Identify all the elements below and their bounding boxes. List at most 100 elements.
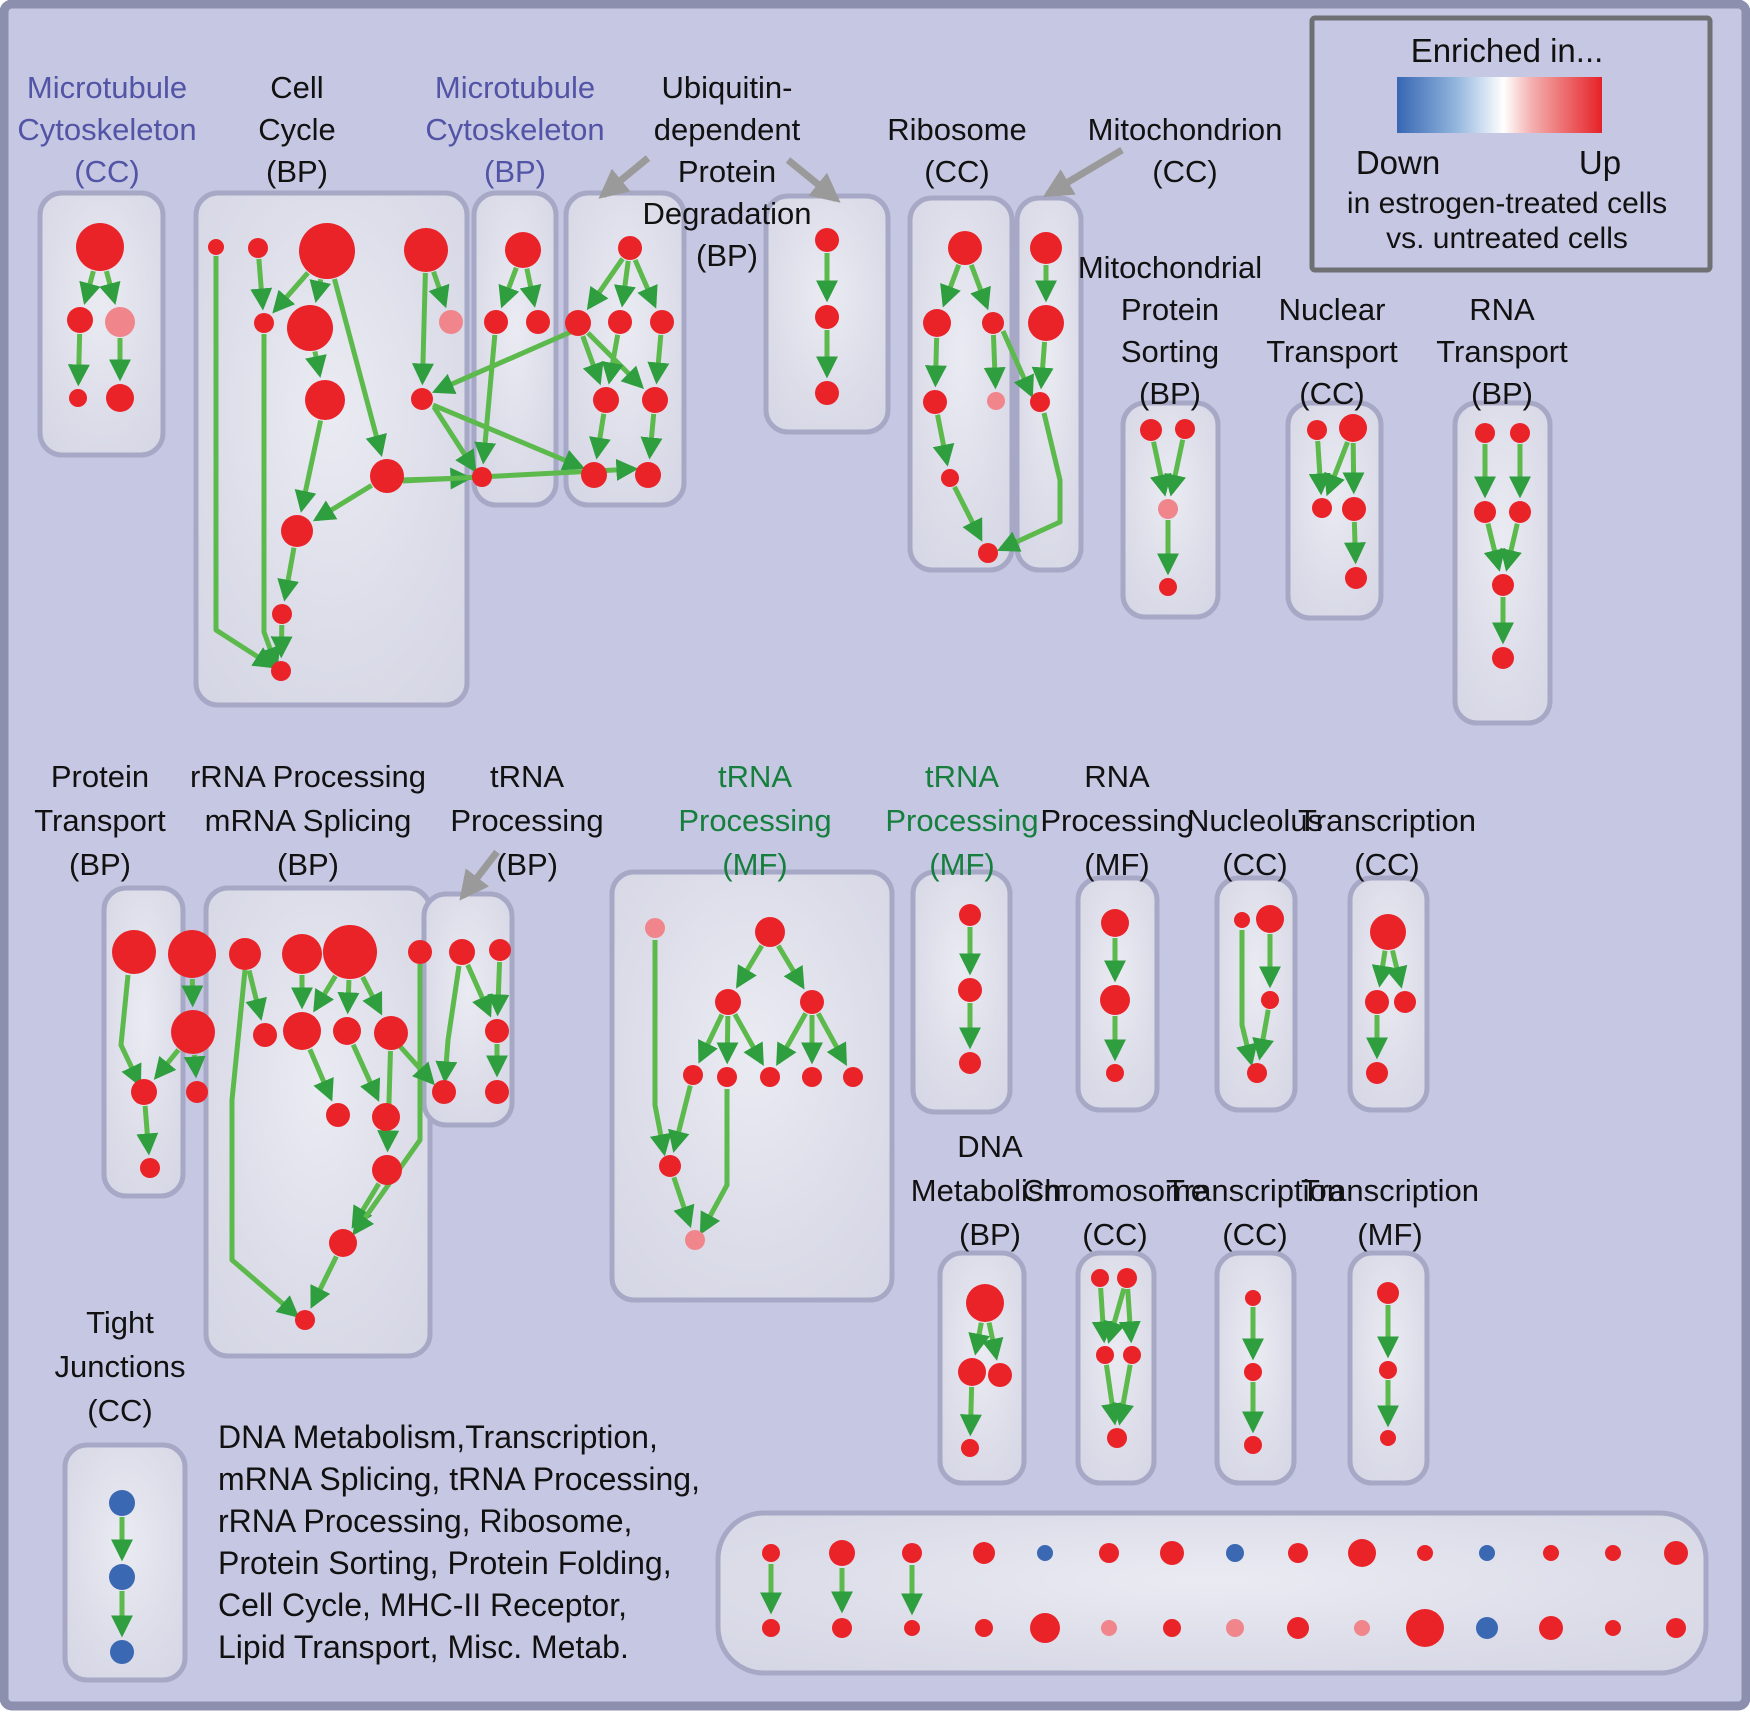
- relation-arrow: [312, 483, 373, 522]
- microtubule-cytoskeleton-bp-label: (BP): [484, 154, 546, 189]
- legend-subtitle-line2: vs. untreated cells: [1386, 222, 1628, 255]
- go-term-node: [1101, 1620, 1117, 1636]
- go-term-node: [109, 1564, 135, 1590]
- tight-junctions-cc-label: (CC): [87, 1393, 152, 1428]
- relation-arrow: [952, 485, 983, 542]
- go-term-node: [988, 1363, 1012, 1387]
- misc-terms-text-line: DNA Metabolism,Transcription,: [218, 1419, 658, 1455]
- relation-arrow: [983, 334, 1006, 390]
- protein-transport-bp-label: (BP): [69, 847, 131, 882]
- relation-arrow: [411, 272, 434, 386]
- go-term-node: [1417, 1545, 1433, 1561]
- go-term-node: [472, 467, 492, 487]
- nuclear-transport-cc-label: Nuclear: [1279, 292, 1386, 327]
- relation-arrow: [332, 278, 387, 458]
- microtubule-cytoskeleton-bp-label: Microtubule: [435, 70, 595, 105]
- mitochondrion-cc-label: Mitochondrion: [1088, 112, 1283, 147]
- relation-arrow: [259, 334, 281, 670]
- relation-arrow: [431, 328, 575, 395]
- go-term-node: [973, 1542, 995, 1564]
- rna-processing-mf-label: (MF): [1084, 847, 1149, 882]
- relation-arrow: [213, 256, 276, 669]
- relation-arrow: [698, 1013, 725, 1064]
- go-term-node: [281, 515, 313, 547]
- go-term-node: [959, 904, 981, 926]
- go-term-node: [966, 1284, 1004, 1322]
- go-term-node: [1605, 1545, 1621, 1561]
- go-term-node: [1510, 423, 1530, 443]
- transcription-cc-label: Transcription: [1298, 803, 1476, 838]
- relation-arrow: [377, 1050, 400, 1153]
- go-term-node: [408, 940, 432, 964]
- ubiquitin-dependent-protein-degradation-bp-label: Ubiquitin-: [662, 70, 793, 105]
- go-term-node: [1117, 1268, 1137, 1288]
- go-term-node: [1492, 647, 1514, 669]
- go-term-node: [923, 390, 947, 414]
- go-term-node: [1140, 419, 1162, 441]
- relation-arrow: [1000, 329, 1034, 399]
- trna-processing-mf-2-label: (MF): [929, 847, 994, 882]
- go-term-node: [432, 1080, 456, 1104]
- go-term-node: [802, 1067, 822, 1087]
- go-term-node: [948, 231, 982, 265]
- relation-arrow: [716, 1015, 739, 1065]
- rna-transport-bp-label: Transport: [1436, 334, 1568, 369]
- go-term-node: [439, 310, 463, 334]
- relation-arrow: [924, 337, 947, 388]
- cell-cycle-bp-label: Cell: [270, 70, 323, 105]
- go-term-node: [1377, 1282, 1399, 1304]
- go-term-node: [1030, 392, 1050, 412]
- relation-arrow: [350, 1043, 381, 1102]
- microtubule-cytoskeleton-cc-label: Microtubule: [27, 70, 187, 105]
- relation-arrow: [519, 268, 542, 308]
- trna-processing-bp-label: (BP): [496, 847, 558, 882]
- dna-metabolism-bp-label: DNA: [957, 1129, 1023, 1164]
- go-term-node: [904, 1620, 920, 1636]
- go-term-node: [1100, 985, 1130, 1015]
- go-term-node: [1406, 1609, 1444, 1647]
- legend-subtitle-line1: in estrogen-treated cells: [1347, 187, 1667, 220]
- relation-arrow: [776, 944, 805, 990]
- go-term-node: [1474, 501, 1496, 523]
- go-term-node: [229, 938, 261, 970]
- microtubule-cytoskeleton-cc-label: Cytoskeleton: [17, 112, 196, 147]
- relation-arrow: [395, 1041, 435, 1086]
- nuclear-transport-cc-label: (CC): [1299, 376, 1364, 411]
- go-term-node: [105, 307, 135, 337]
- go-term-node: [76, 223, 124, 271]
- go-term-node: [815, 381, 839, 405]
- microtubule-cytoskeleton-cc-label: (CC): [74, 154, 139, 189]
- go-term-node: [815, 305, 839, 329]
- rna-transport-bp-label: (BP): [1471, 376, 1533, 411]
- go-term-node: [171, 1010, 215, 1054]
- transcription-mf-label: (MF): [1357, 1217, 1422, 1252]
- relation-arrow: [474, 334, 498, 465]
- relation-arrow: [487, 961, 510, 1017]
- chromosome-cc-label: (CC): [1082, 1217, 1147, 1252]
- tight-junctions-cc-label: Tight: [86, 1305, 154, 1340]
- relation-arrow: [67, 333, 90, 387]
- go-term-node: [958, 978, 982, 1002]
- go-term-node: [372, 1103, 400, 1131]
- relation-arrow: [1091, 1287, 1114, 1344]
- go-term-node: [941, 469, 959, 487]
- relation-arrow: [428, 270, 450, 309]
- relation-arrow: [310, 1255, 339, 1309]
- nuclear-transport-cc-label: Transport: [1266, 334, 1398, 369]
- go-term-node: [829, 1540, 855, 1566]
- relation-arrow: [732, 1012, 764, 1067]
- relation-arrow: [118, 974, 142, 1087]
- nucleolus-cc-label: Nucleolus: [1187, 803, 1323, 838]
- tight-junctions-cc-box: [62, 1442, 188, 1683]
- go-term-node: [484, 310, 508, 334]
- go-term-node: [1509, 501, 1531, 523]
- relation-arrow: [309, 278, 332, 304]
- mitochondrial-protein-sorting-bp-label: Sorting: [1121, 334, 1219, 369]
- go-term-node: [1339, 414, 1367, 442]
- go-term-node: [282, 934, 322, 974]
- relation-arrow: [776, 1012, 808, 1067]
- ubiquitin-dependent-protein-degradation-bp-label: (BP): [696, 238, 758, 273]
- relation-arrow: [1500, 523, 1522, 572]
- go-term-node: [645, 918, 665, 938]
- go-term-node: [593, 387, 619, 413]
